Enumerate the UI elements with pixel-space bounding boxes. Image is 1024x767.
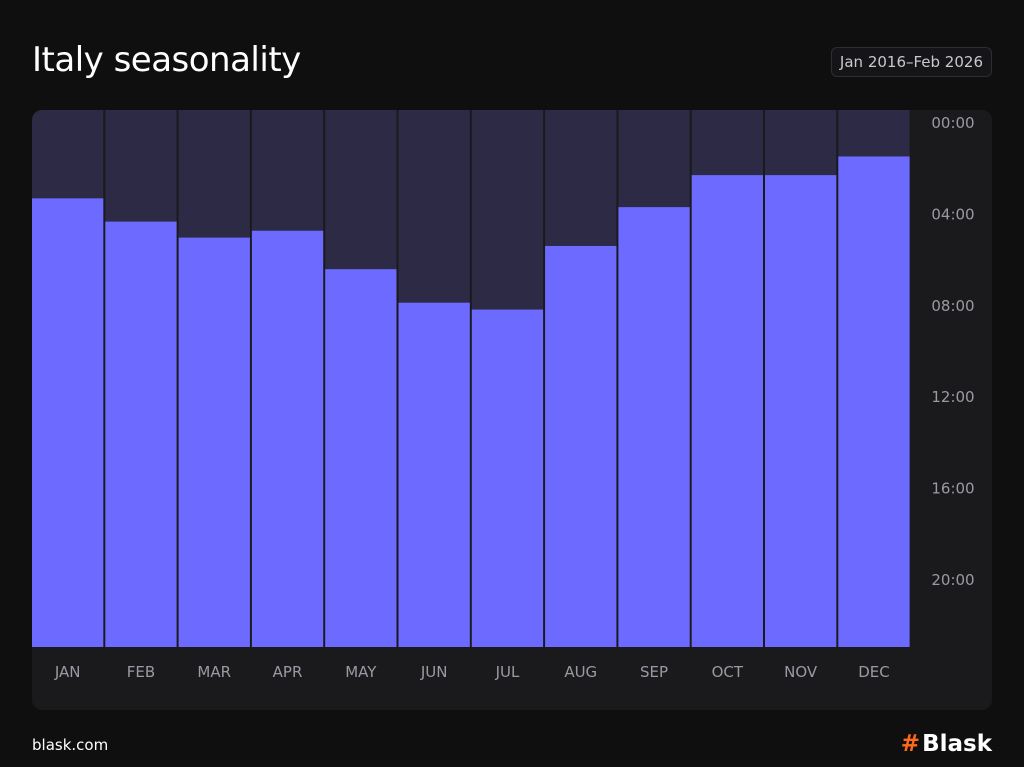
y-tick-label: 08:00: [931, 297, 974, 315]
brand-name: Blask: [922, 731, 992, 757]
x-tick-label-aug: AUG: [564, 663, 597, 681]
bar-jun[interactable]: [398, 302, 470, 647]
x-tick-label-feb: FEB: [127, 663, 155, 681]
x-tick-label-oct: OCT: [712, 663, 744, 681]
page-title: Italy seasonality: [32, 40, 301, 80]
bar-sep[interactable]: [618, 207, 690, 648]
bar-apr[interactable]: [251, 230, 324, 647]
x-tick-label-sep: SEP: [640, 663, 668, 681]
bar-nov[interactable]: [765, 175, 837, 647]
brand-logo: # Blask: [901, 731, 992, 757]
bar-aug[interactable]: [545, 245, 617, 647]
x-tick-label-dec: DEC: [858, 663, 890, 681]
y-tick-label: 00:00: [931, 114, 974, 132]
seasonality-chart: JAN FEB MAR APR MAY JUN JUL AUG SEP OCT NOV DEC 00:…: [32, 110, 975, 681]
bar-may[interactable]: [325, 269, 397, 647]
x-tick-label-nov: NOV: [784, 663, 818, 681]
x-tick-label-jan: JAN: [54, 663, 81, 681]
x-axis-labels: JAN FEB MAR APR MAY JUN JUL AUG SEP OCT NOV DEC: [54, 663, 890, 681]
date-range-badge[interactable]: Jan 2016–Feb 2026: [830, 47, 992, 77]
x-tick-label-apr: APR: [273, 663, 303, 681]
bar-jul[interactable]: [471, 309, 544, 647]
hash-icon: #: [900, 731, 921, 757]
x-tick-label-may: MAY: [345, 663, 377, 681]
bar-dec[interactable]: [838, 156, 910, 647]
bar-oct[interactable]: [691, 175, 763, 647]
x-tick-label-jul: JUL: [495, 663, 520, 681]
chart-panel: JAN FEB MAR APR MAY JUN JUL AUG SEP OCT NOV DEC 00:…: [32, 110, 992, 710]
y-tick-label: 20:00: [931, 571, 974, 589]
bar-jan[interactable]: [32, 198, 104, 647]
bars: [32, 156, 910, 648]
site-link[interactable]: blask.com: [32, 736, 109, 754]
y-tick-label: 12:00: [931, 388, 974, 406]
x-tick-label-jun: JUN: [420, 663, 448, 681]
x-tick-label-mar: MAR: [197, 663, 231, 681]
y-tick-label: 16:00: [931, 480, 974, 498]
bar-feb[interactable]: [105, 221, 177, 647]
y-tick-label: 04:00: [931, 205, 974, 223]
y-axis-labels: 00:00 04:00 08:00 12:00 16:00 20:00: [931, 114, 974, 589]
bar-mar[interactable]: [178, 237, 250, 647]
